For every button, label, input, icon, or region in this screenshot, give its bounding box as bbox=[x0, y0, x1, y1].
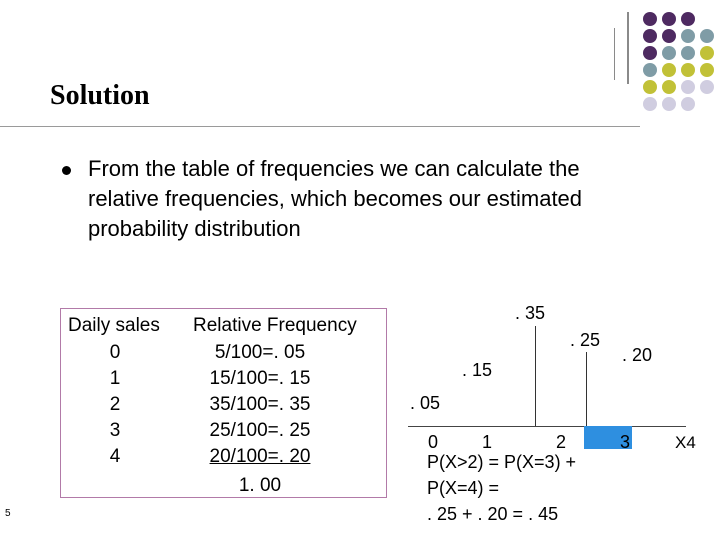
dot bbox=[662, 97, 676, 111]
bar-label: . 15 bbox=[462, 360, 493, 380]
table-cell-sales: 2 bbox=[109, 394, 121, 415]
dot bbox=[643, 97, 657, 111]
dot bbox=[681, 63, 695, 77]
table-cell-frequency: 20/100=. 20 bbox=[209, 446, 311, 467]
title-underline-rule bbox=[0, 126, 640, 127]
dot bbox=[700, 46, 714, 60]
table-cell-frequency: 5/100=. 05 bbox=[214, 342, 306, 363]
highlight-bar-3 bbox=[584, 426, 632, 449]
dot bbox=[681, 29, 695, 43]
dot bbox=[681, 97, 695, 111]
slide-number: 5 bbox=[5, 508, 11, 519]
dot bbox=[643, 12, 657, 26]
axis-label: 3 bbox=[620, 432, 631, 452]
dot bbox=[700, 29, 714, 43]
table-total: 1. 00 bbox=[238, 475, 282, 496]
dot bbox=[662, 46, 676, 60]
table-header-relative-frequency: Relative Frequency bbox=[193, 315, 357, 336]
axis-label: 1 bbox=[482, 432, 493, 452]
result-line: . 25 + . 20 = . 45 bbox=[427, 504, 559, 524]
dot bbox=[643, 63, 657, 77]
table-cell-frequency: 15/100=. 15 bbox=[209, 368, 311, 389]
dot bbox=[643, 46, 657, 60]
table-cell-sales: 4 bbox=[109, 446, 121, 467]
x-axis-line bbox=[408, 426, 686, 427]
table-cell-frequency: 25/100=. 25 bbox=[209, 420, 311, 441]
bar-label: . 35 bbox=[515, 303, 546, 323]
dot bbox=[643, 80, 657, 94]
axis-label: X4 bbox=[675, 433, 696, 452]
table-cell-sales: 1 bbox=[109, 368, 121, 389]
axis-label: 0 bbox=[428, 432, 439, 452]
dot bbox=[662, 80, 676, 94]
bar-label: . 05 bbox=[410, 393, 441, 413]
table-cell-sales: 0 bbox=[109, 342, 121, 363]
table-header-daily-sales: Daily sales bbox=[68, 315, 160, 336]
result-line: P(X=4) = bbox=[427, 478, 500, 498]
slide-title: Solution bbox=[50, 80, 150, 111]
decorative-vertical-rule bbox=[627, 12, 629, 84]
table-cell-frequency: 35/100=. 35 bbox=[209, 394, 311, 415]
bar-divider bbox=[535, 326, 536, 426]
bullet-text: From the table of frequencies we can cal… bbox=[88, 156, 583, 241]
dot bbox=[643, 29, 657, 43]
dot bbox=[662, 63, 676, 77]
dot bbox=[700, 80, 714, 94]
result-line: P(X>2) = P(X=3) + bbox=[427, 452, 577, 472]
dot bbox=[662, 12, 676, 26]
table-cell-sales: 3 bbox=[109, 420, 121, 441]
dot bbox=[662, 29, 676, 43]
dot bbox=[700, 63, 714, 77]
frequency-table-box bbox=[60, 308, 387, 498]
bar-label: . 20 bbox=[622, 345, 653, 365]
dot bbox=[681, 80, 695, 94]
bar-label: . 25 bbox=[570, 330, 601, 350]
bar-divider bbox=[586, 352, 587, 426]
decorative-vertical-rule bbox=[614, 28, 615, 80]
axis-label: 2 bbox=[556, 432, 567, 452]
dot bbox=[681, 46, 695, 60]
dot bbox=[681, 12, 695, 26]
bullet-dot bbox=[62, 166, 71, 175]
